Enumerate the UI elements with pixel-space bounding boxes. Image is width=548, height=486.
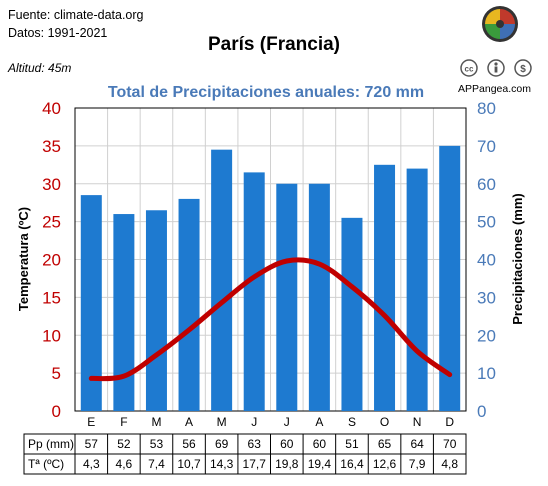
right-axis-label: Precipitaciones (mm) (510, 193, 525, 325)
table-cell: 4,3 (83, 457, 100, 471)
table-cell: 63 (248, 437, 262, 451)
table-cell: 57 (85, 437, 99, 451)
month-label: O (380, 415, 389, 429)
month-label: J (251, 415, 257, 429)
right-tick-label: 50 (477, 213, 496, 232)
month-label: N (413, 415, 422, 429)
license-icons: cc $ (460, 59, 532, 77)
precip-bar (178, 198, 200, 411)
precip-bar (308, 183, 330, 411)
table-cell: 51 (345, 437, 359, 451)
left-tick-label: 10 (42, 326, 61, 345)
right-tick-label: 80 (477, 99, 496, 118)
nc-icon: $ (514, 59, 532, 77)
site-label: APPangea.com (458, 83, 531, 95)
table-cell: 69 (215, 437, 229, 451)
source-text: Fuente: climate-data.org (8, 8, 144, 22)
precip-bar (276, 183, 298, 411)
month-label: J (284, 415, 290, 429)
table-cell: 14,3 (210, 457, 234, 471)
table-cell: 52 (117, 437, 131, 451)
table-cell: 4,8 (441, 457, 458, 471)
precip-bar (243, 172, 265, 411)
left-axis-label: Temperatura (ºC) (16, 207, 31, 311)
right-tick-label: 30 (477, 288, 496, 307)
month-label: A (185, 415, 193, 429)
left-tick-label: 30 (42, 175, 61, 194)
left-tick-label: 40 (42, 99, 61, 118)
data-table: Pp (mm) 57 52 53 56 69 63 60 60 51 65 64 70 Tª (ºC) 4,… (23, 433, 467, 475)
month-label: M (217, 415, 227, 429)
left-tick-label: 5 (52, 364, 61, 383)
left-tick-label: 25 (42, 213, 61, 232)
table-cell: 65 (378, 437, 392, 451)
precip-bar (113, 214, 135, 411)
right-tick-label: 40 (477, 251, 496, 270)
precip-bar (80, 195, 102, 411)
table-cell: 64 (410, 437, 424, 451)
month-label: D (445, 415, 454, 429)
left-axis-ticks: 0 5 10 15 20 25 30 35 40 (42, 99, 61, 421)
table-cell: 16,4 (340, 457, 364, 471)
month-label: S (348, 415, 356, 429)
precip-bar (145, 210, 167, 411)
chart-subtitle: Total de Precipitaciones anuales: 720 mm (108, 84, 424, 101)
right-tick-label: 60 (477, 175, 496, 194)
svg-text:cc: cc (465, 65, 474, 74)
cc-icon: cc (460, 59, 478, 77)
temperature-line (88, 257, 453, 382)
left-tick-label: 20 (42, 251, 61, 270)
table-cell: 53 (150, 437, 164, 451)
month-label: M (151, 415, 161, 429)
chart-title: París (Francia) (208, 34, 340, 55)
table-cell: 60 (280, 437, 294, 451)
table-row-label: Pp (mm) (28, 437, 74, 451)
month-label: F (120, 415, 127, 429)
left-tick-label: 35 (42, 137, 61, 156)
svg-text:$: $ (520, 64, 526, 75)
left-tick-label: 15 (42, 288, 61, 307)
right-tick-label: 20 (477, 326, 496, 345)
precip-bar (406, 168, 428, 411)
right-axis-ticks: 0 10 20 30 40 50 60 70 80 (477, 99, 496, 421)
altitude-label: Altitud: 45m (8, 61, 72, 75)
table-cell: 4,6 (116, 457, 133, 471)
table-cell: 7,4 (148, 457, 165, 471)
month-label: E (87, 415, 95, 429)
plot-frame (74, 107, 467, 412)
data-period-text: Datos: 1991-2021 (8, 26, 108, 40)
precip-bar (211, 149, 233, 411)
table-cell: 56 (182, 437, 196, 451)
precip-bar (341, 217, 363, 411)
precip-bar (439, 145, 461, 411)
left-tick-label: 0 (52, 402, 61, 421)
month-label: A (315, 415, 323, 429)
table-cell: 19,8 (275, 457, 299, 471)
puzzle-logo-icon (482, 6, 518, 42)
right-tick-label: 70 (477, 137, 496, 156)
table-cell: 17,7 (243, 457, 267, 471)
precip-bar (374, 164, 396, 411)
table-cell: 70 (443, 437, 457, 451)
table-cell: 10,7 (177, 457, 201, 471)
by-icon (487, 59, 505, 77)
table-cell: 12,6 (373, 457, 397, 471)
right-tick-label: 10 (477, 364, 496, 383)
table-row-label: Tª (ºC) (28, 457, 64, 471)
table-cell: 19,4 (308, 457, 332, 471)
right-tick-label: 0 (477, 402, 486, 421)
table-cell: 7,9 (409, 457, 426, 471)
table-cell: 60 (313, 437, 327, 451)
